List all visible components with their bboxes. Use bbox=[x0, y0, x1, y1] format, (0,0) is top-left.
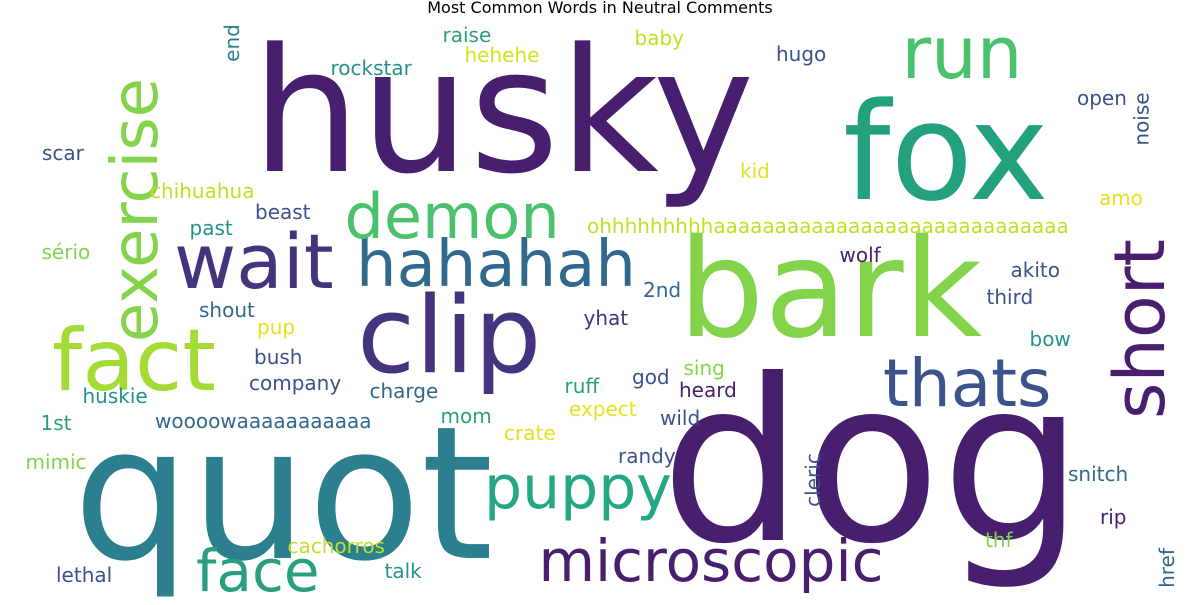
word-60: cachorros bbox=[287, 534, 385, 558]
word-45: charge bbox=[369, 379, 439, 403]
word-34: wolf bbox=[839, 243, 881, 267]
word-48: heard bbox=[679, 378, 737, 402]
word-46: ruff bbox=[564, 374, 600, 398]
word-12: thats bbox=[883, 345, 1052, 422]
word-17: ohhhhhhhhhaaaaaaaaaaaaaaaaaaaaaaaaaaaaa bbox=[587, 214, 1069, 238]
word-14: puppy bbox=[484, 453, 672, 523]
word-29: chihuahua bbox=[150, 179, 255, 203]
word-58: snitch bbox=[1068, 462, 1129, 486]
word-21: hehehe bbox=[464, 43, 540, 67]
word-26: noise bbox=[1129, 92, 1154, 146]
word-57: cleric bbox=[800, 453, 825, 507]
word-62: href bbox=[1154, 548, 1179, 588]
word-18: woooowaaaaaaaaaaa bbox=[155, 409, 372, 433]
word-6: wait bbox=[174, 217, 334, 306]
word-31: beast bbox=[255, 200, 311, 224]
word-38: shout bbox=[199, 298, 255, 322]
word-64: lethal bbox=[56, 563, 113, 587]
word-52: 1st bbox=[40, 411, 72, 435]
word-49: huskie bbox=[82, 384, 148, 408]
word-39: pup bbox=[257, 315, 296, 339]
word-15: microscopic bbox=[538, 527, 884, 595]
word-59: rip bbox=[1100, 505, 1127, 529]
word-37: third bbox=[986, 285, 1034, 309]
word-40: yhat bbox=[583, 306, 629, 330]
word-54: crate bbox=[504, 421, 556, 445]
word-3: quot bbox=[73, 385, 494, 602]
word-43: sing bbox=[683, 356, 725, 380]
word-56: randy bbox=[618, 444, 676, 468]
word-53: mom bbox=[440, 404, 492, 428]
word-41: bow bbox=[1029, 327, 1071, 351]
word-24: hugo bbox=[776, 42, 827, 66]
word-25: open bbox=[1077, 86, 1127, 110]
word-27: scar bbox=[42, 141, 84, 165]
word-23: end bbox=[219, 24, 244, 62]
word-1: dog bbox=[660, 331, 1084, 594]
word-42: bush bbox=[254, 345, 303, 369]
word-7: hahahah bbox=[356, 228, 636, 302]
word-51: wild bbox=[660, 406, 701, 430]
word-16: face bbox=[196, 537, 320, 605]
word-22: baby bbox=[634, 26, 684, 50]
chart-title: Most Common Words in Neutral Comments bbox=[427, 0, 773, 17]
word-32: past bbox=[189, 216, 233, 240]
word-61: thf bbox=[985, 528, 1013, 552]
word-33: sério bbox=[41, 240, 91, 264]
word-35: akito bbox=[1010, 258, 1060, 282]
word-55: mimic bbox=[25, 450, 87, 474]
word-50: expect bbox=[569, 397, 637, 421]
word-44: company bbox=[249, 371, 342, 395]
word-13: short bbox=[1098, 239, 1181, 419]
word-28: kid bbox=[740, 159, 770, 183]
word-2: fox bbox=[843, 73, 1049, 231]
word-47: god bbox=[632, 365, 670, 389]
word-30: amo bbox=[1099, 186, 1143, 210]
word-63: talk bbox=[384, 559, 422, 583]
word-36: 2nd bbox=[643, 278, 682, 302]
word-11: demon bbox=[344, 180, 560, 253]
word-20: raise bbox=[442, 23, 492, 47]
word-5: clip bbox=[357, 274, 542, 397]
word-8: fact bbox=[52, 311, 216, 411]
word-19: rockstar bbox=[330, 56, 412, 80]
word-9: run bbox=[901, 11, 1023, 95]
word-4: bark bbox=[678, 211, 983, 369]
word-10: exercise bbox=[99, 77, 174, 343]
word-0: husky bbox=[251, 11, 755, 212]
